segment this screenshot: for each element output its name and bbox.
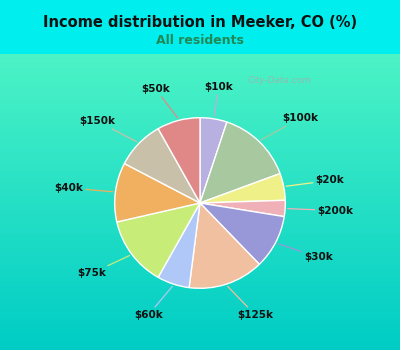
Wedge shape: [115, 163, 200, 222]
Wedge shape: [200, 118, 227, 203]
Wedge shape: [158, 118, 200, 203]
Text: $10k: $10k: [204, 82, 233, 116]
Text: $150k: $150k: [80, 116, 137, 142]
Text: City-Data.com: City-Data.com: [248, 76, 312, 85]
Text: $30k: $30k: [278, 244, 333, 262]
Wedge shape: [200, 203, 284, 264]
Text: Income distribution in Meeker, CO (%): Income distribution in Meeker, CO (%): [43, 15, 357, 30]
Text: $75k: $75k: [77, 256, 130, 278]
Text: $20k: $20k: [286, 175, 344, 186]
Wedge shape: [189, 203, 259, 288]
Text: All residents: All residents: [156, 34, 244, 47]
Text: $200k: $200k: [288, 205, 354, 216]
Wedge shape: [117, 203, 200, 277]
Text: $40k: $40k: [54, 183, 113, 193]
Text: $100k: $100k: [261, 113, 318, 140]
Text: $50k: $50k: [141, 84, 178, 118]
Wedge shape: [158, 203, 200, 288]
Wedge shape: [200, 122, 280, 203]
Text: $60k: $60k: [134, 286, 172, 320]
Wedge shape: [124, 129, 200, 203]
Wedge shape: [200, 174, 285, 203]
Wedge shape: [200, 200, 285, 217]
Text: $125k: $125k: [228, 286, 273, 320]
